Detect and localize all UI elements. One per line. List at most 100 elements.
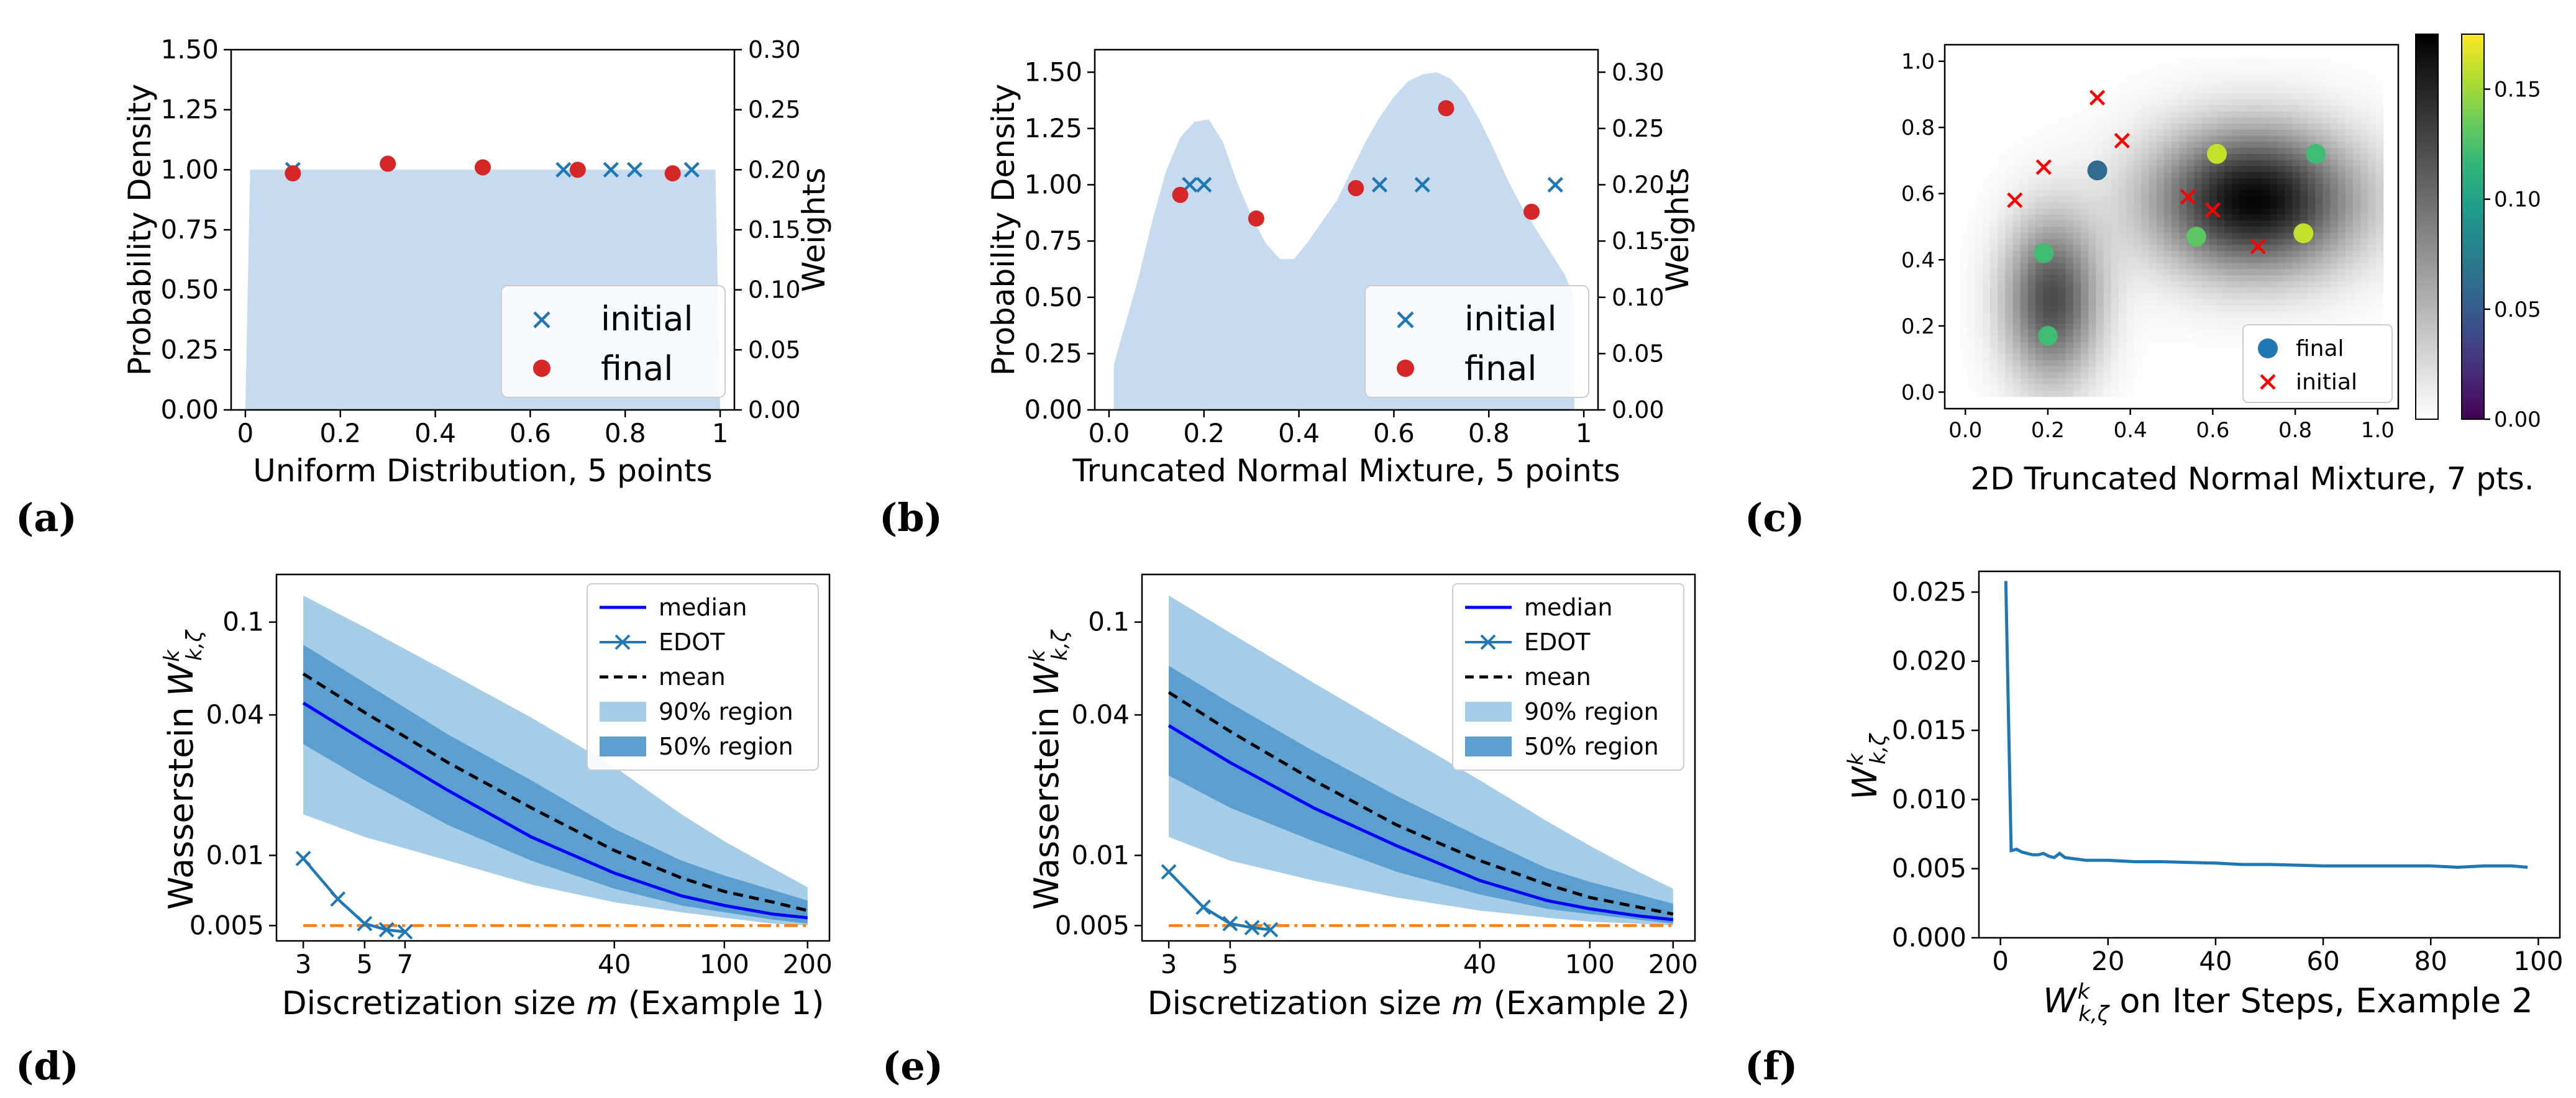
- heatmap-cell: [2111, 135, 2119, 142]
- heatmap-cell: [2217, 263, 2225, 270]
- heatmap-cell: [2012, 214, 2021, 221]
- heatmap-cell: [2330, 117, 2339, 124]
- heatmap-cell: [2300, 208, 2308, 216]
- heatmap-cell: [2179, 153, 2187, 161]
- heatmap-cell: [2239, 81, 2248, 88]
- heatmap-cell: [1960, 360, 1968, 367]
- heatmap-cell: [2126, 142, 2134, 148]
- heatmap-cell: [2360, 251, 2368, 258]
- heatmap-cell: [2118, 129, 2127, 137]
- heatmap-cell: [2224, 299, 2232, 306]
- heatmap-cell: [2172, 129, 2180, 137]
- heatmap-cell: [2232, 214, 2240, 221]
- heatmap-cell: [2179, 93, 2187, 100]
- heatmap-cell: [2179, 63, 2187, 70]
- heatmap-cell: [1990, 184, 1998, 191]
- heatmap-cell: [2270, 105, 2278, 112]
- heatmap-cell: [2353, 245, 2361, 252]
- heatmap-cell: [2217, 69, 2225, 76]
- heatmap-cell: [2058, 317, 2067, 324]
- heatmap-cell: [2088, 190, 2096, 197]
- heatmap-cell: [2186, 256, 2195, 264]
- heatmap-cell: [2375, 202, 2384, 209]
- heatmap-cell: [2156, 214, 2165, 221]
- heatmap-cell: [2368, 208, 2377, 216]
- legend-final-marker: [533, 360, 550, 377]
- heatmap-cell: [2096, 317, 2104, 324]
- heatmap-cell: [1967, 299, 1976, 306]
- heatmap-cell: [2172, 330, 2180, 337]
- heatmap-cell: [2081, 293, 2089, 300]
- heatmap-cell: [2300, 93, 2308, 100]
- heatmap-cell: [2247, 172, 2255, 179]
- heatmap-cell: [2247, 220, 2255, 227]
- heatmap-cell: [2141, 342, 2150, 348]
- heatmap-cell: [2111, 306, 2119, 312]
- heatmap-cell: [2194, 99, 2203, 106]
- heatmap-cell: [2194, 166, 2203, 173]
- heatmap-cell: [2073, 166, 2081, 173]
- heatmap-cell: [1975, 263, 1983, 270]
- heatmap-cell: [2308, 208, 2316, 216]
- heatmap-cell: [2323, 172, 2331, 179]
- heatmap-cell: [2179, 238, 2187, 245]
- heatmap-cell: [2005, 287, 2014, 294]
- y-tick-label: 0.00: [160, 394, 219, 425]
- heatmap-cell: [2179, 142, 2187, 148]
- heatmap-cell: [2035, 202, 2044, 209]
- heatmap-cell: [2277, 281, 2286, 288]
- heatmap-cell: [2292, 129, 2301, 137]
- heatmap-cell: [2081, 251, 2089, 258]
- heatmap-cell: [2141, 166, 2150, 173]
- heatmap-cell: [2308, 245, 2316, 252]
- heatmap-cell: [2149, 214, 2157, 221]
- heatmap-cell: [2088, 135, 2096, 142]
- heatmap-cell: [2172, 227, 2180, 234]
- x-tick-label: 3: [295, 949, 312, 979]
- heatmap-cell: [2073, 214, 2081, 221]
- heatmap-cell: [2194, 81, 2203, 88]
- heatmap-cell: [2088, 342, 2096, 348]
- heatmap-cell: [2353, 220, 2361, 227]
- legend-90-label: 90% region: [1524, 698, 1659, 725]
- heatmap-cell: [2292, 220, 2301, 227]
- heatmap-cell: [2118, 269, 2127, 276]
- heatmap-cell: [2247, 245, 2255, 252]
- heatmap-cell: [2027, 281, 2036, 288]
- heatmap-cell: [2149, 275, 2157, 282]
- heatmap-cell: [2217, 324, 2225, 330]
- heatmap-cell: [2224, 57, 2232, 63]
- heatmap-cell: [2224, 330, 2232, 337]
- heatmap-cell: [2308, 269, 2316, 276]
- heatmap-cell: [1967, 220, 1976, 227]
- heatmap-cell: [1998, 378, 2006, 385]
- legend-50-label: 50% region: [1524, 733, 1659, 760]
- heatmap-cell: [2375, 263, 2384, 270]
- heatmap-cell: [2345, 251, 2354, 258]
- heatmap-cell: [2156, 129, 2165, 137]
- heatmap-cell: [2247, 135, 2255, 142]
- heatmap-cell: [2360, 306, 2368, 312]
- heatmap-cell: [2277, 124, 2286, 130]
- heatmap-cell: [2020, 372, 2029, 379]
- heatmap-cell: [2096, 311, 2104, 319]
- heatmap-cell: [2337, 275, 2346, 282]
- heatmap-cell: [2149, 263, 2157, 270]
- heatmap-cell: [1982, 251, 1991, 258]
- panel-a: 0 0.2 0.4 0.6 0.8 10.000.250.500.751.001.251.…: [122, 34, 832, 489]
- heatmap-cell: [2300, 117, 2308, 124]
- heatmap-cell: [2330, 87, 2339, 94]
- heatmap-cell: [2360, 184, 2368, 191]
- heatmap-cell: [2179, 148, 2187, 155]
- heatmap-cell: [2058, 238, 2067, 245]
- heatmap-cell: [2118, 87, 2127, 94]
- heatmap-cell: [2308, 251, 2316, 258]
- heatmap-cell: [2217, 81, 2225, 88]
- heatmap-cell: [2103, 324, 2112, 330]
- heatmap-cell: [2285, 93, 2293, 100]
- heatmap-cell: [2360, 245, 2368, 252]
- heatmap-cell: [2292, 275, 2301, 282]
- edot-marker: [1263, 922, 1279, 938]
- heatmap-cell: [2270, 306, 2278, 312]
- heatmap-cell: [2330, 172, 2339, 179]
